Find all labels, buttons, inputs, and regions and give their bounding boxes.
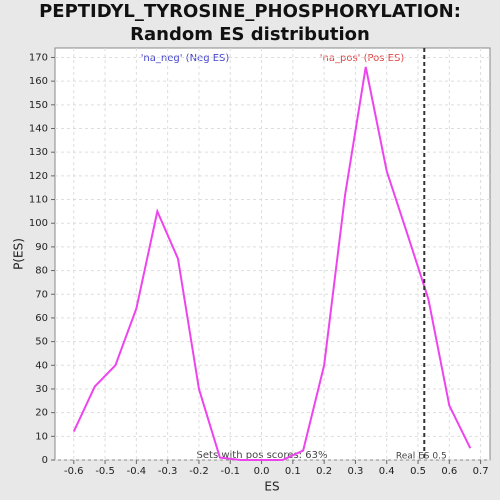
x-tick-label: 0.4 [379, 466, 395, 477]
x-tick-label: -0.3 [158, 466, 178, 477]
y-tick-label: 140 [29, 124, 48, 135]
y-tick-label: 50 [35, 337, 48, 348]
y-tick-label: 40 [35, 360, 48, 371]
real-es-label: Real ES 0.5 [396, 452, 447, 462]
y-tick-label: 170 [29, 52, 48, 63]
data-line [72, 66, 472, 461]
y-tick-label: 90 [35, 242, 48, 253]
x-tick-label: 0.2 [316, 466, 332, 477]
y-tick-label: 110 [29, 195, 48, 206]
x-tick-label: -0.6 [64, 466, 84, 477]
x-tick-label: 0.1 [285, 466, 301, 477]
neg-label: 'na_neg' (Neg ES) [141, 53, 230, 64]
x-axis-label: ES [264, 480, 279, 494]
y-tick-label: 70 [35, 289, 48, 300]
pos-label: 'na_pos' (Pos ES) [320, 53, 405, 64]
y-tick-label: 100 [29, 218, 48, 229]
chart-title: PEPTIDYL_TYROSINE_PHOSPHORYLATION: Rando… [39, 1, 461, 45]
x-tick-label: 0.6 [441, 466, 457, 477]
y-tick-label: 20 [35, 408, 48, 419]
x-tick-label: 0.0 [254, 466, 270, 477]
y-tick-label: 120 [29, 171, 48, 182]
y-tick-label: 60 [35, 313, 48, 324]
y-tick-label: 30 [35, 384, 48, 395]
x-tick-label: -0.5 [95, 466, 115, 477]
y-tick-label: 10 [35, 431, 48, 442]
x-tick-label: 0.7 [473, 466, 489, 477]
y-tick-label: 150 [29, 100, 48, 111]
y-tick-label: 80 [35, 266, 48, 277]
y-tick-label: 160 [29, 76, 48, 87]
x-tick-label: -0.1 [220, 466, 240, 477]
footnote: Sets with pos scores: 63% [197, 450, 328, 461]
x-tick-label: -0.2 [189, 466, 209, 477]
x-tick-label: 0.5 [410, 466, 426, 477]
y-axis-label: P(ES) [12, 238, 26, 270]
x-tick-label: 0.3 [347, 466, 363, 477]
x-tick-label: -0.4 [127, 466, 147, 477]
plot-area [54, 47, 491, 461]
y-tick-label: 130 [29, 147, 48, 158]
y-tick-label: 0 [42, 455, 48, 466]
